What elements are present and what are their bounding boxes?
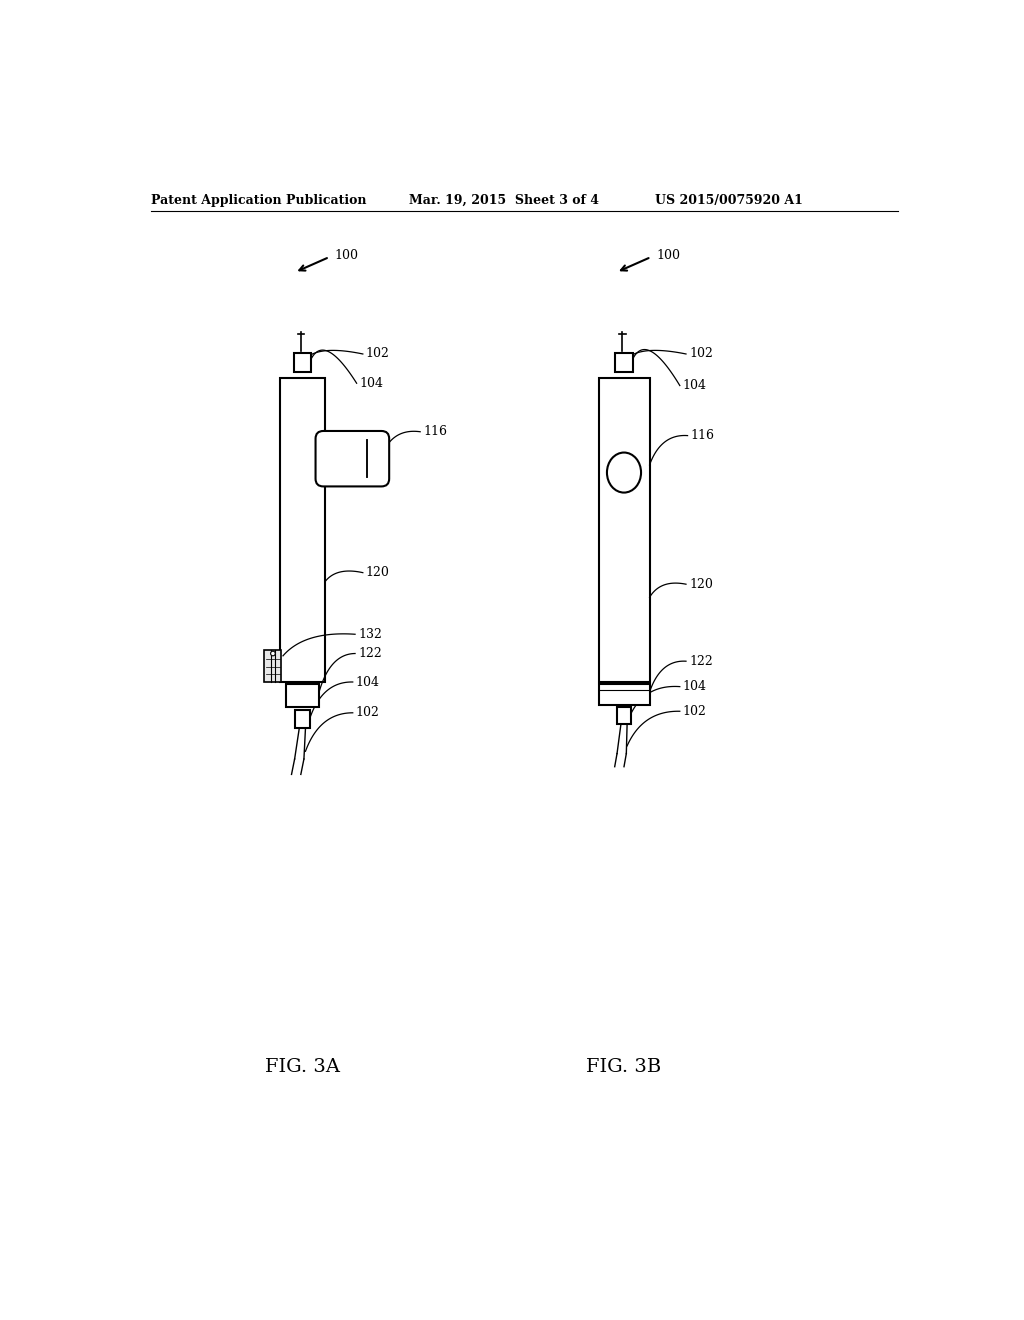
Bar xyxy=(617,708,631,725)
Text: 102: 102 xyxy=(689,347,713,360)
Text: 102: 102 xyxy=(683,705,707,718)
Text: 116: 116 xyxy=(423,425,447,438)
Text: 104: 104 xyxy=(356,676,380,689)
Text: 122: 122 xyxy=(689,655,713,668)
Text: Patent Application Publication: Patent Application Publication xyxy=(152,194,367,207)
Text: 102: 102 xyxy=(356,706,380,719)
Bar xyxy=(295,710,310,729)
Circle shape xyxy=(270,651,275,656)
Text: 100: 100 xyxy=(335,249,359,261)
Ellipse shape xyxy=(607,453,641,492)
Bar xyxy=(615,354,633,372)
Bar xyxy=(599,378,649,682)
Bar xyxy=(264,649,282,682)
Text: 104: 104 xyxy=(683,680,707,693)
Text: 120: 120 xyxy=(689,578,713,591)
Text: 116: 116 xyxy=(690,429,715,442)
Text: Mar. 19, 2015  Sheet 3 of 4: Mar. 19, 2015 Sheet 3 of 4 xyxy=(410,194,599,207)
Text: FIG. 3A: FIG. 3A xyxy=(265,1059,340,1076)
Text: 122: 122 xyxy=(358,647,382,660)
FancyBboxPatch shape xyxy=(315,430,389,487)
Text: FIG. 3B: FIG. 3B xyxy=(587,1059,662,1076)
Bar xyxy=(599,684,649,705)
Text: 100: 100 xyxy=(656,249,681,261)
Text: 104: 104 xyxy=(683,379,707,392)
Text: 104: 104 xyxy=(359,376,384,389)
Text: 120: 120 xyxy=(366,566,390,579)
Text: US 2015/0075920 A1: US 2015/0075920 A1 xyxy=(655,194,803,207)
Text: 132: 132 xyxy=(358,628,382,640)
Bar xyxy=(280,378,325,682)
Bar xyxy=(294,354,311,372)
Text: 102: 102 xyxy=(366,347,390,360)
Bar xyxy=(286,684,318,708)
